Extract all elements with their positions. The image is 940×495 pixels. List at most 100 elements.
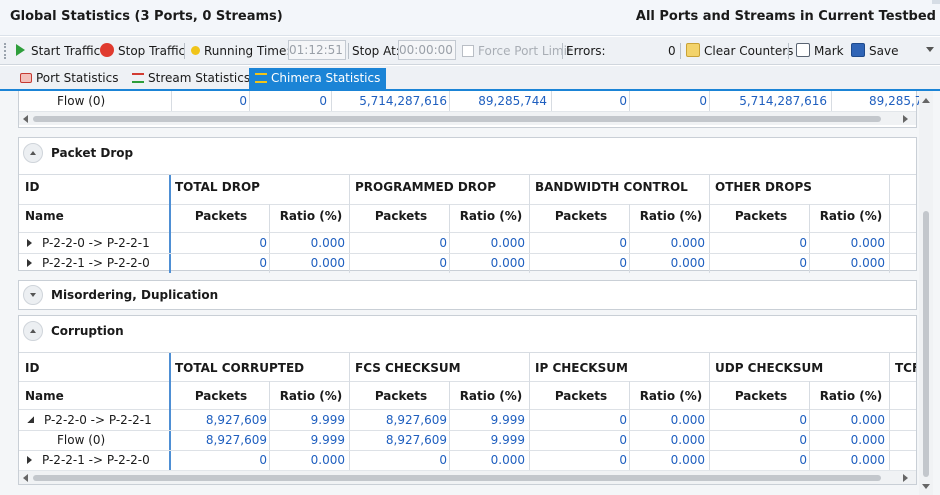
cell: 0 (619, 433, 627, 447)
toolbar: Start Traffic Stop Traffic Running Time:… (0, 37, 940, 65)
group-header: FCS CHECKSUM (355, 361, 461, 375)
group-header: TCF (895, 361, 916, 375)
cell: 0 (799, 413, 807, 427)
save-icon (851, 43, 865, 57)
table-row[interactable]: P-2-2-1 -> P-2-2-0 (27, 253, 150, 273)
packets-header: Packets (734, 209, 788, 223)
tab-bar: Port Statistics Stream Statistics Chimer… (0, 66, 940, 89)
cell: 0.000 (670, 453, 705, 467)
cell: 0 (619, 94, 627, 108)
horizontal-scrollbar[interactable] (19, 470, 916, 484)
cell: 0.000 (490, 236, 525, 250)
misordering-header[interactable]: Misordering, Duplication (19, 281, 916, 309)
stop-traffic-button[interactable]: Stop Traffic (100, 42, 185, 60)
packet-drop-title: Packet Drop (51, 146, 134, 160)
scroll-up-icon[interactable] (922, 98, 930, 103)
tab-chimera-statistics[interactable]: Chimera Statistics (249, 68, 387, 89)
scroll-down-icon[interactable] (922, 484, 930, 489)
content-area: Flow (0) 0 0 5,714,287,616 89,285,744 0 … (0, 91, 940, 495)
cell: 0 (619, 236, 627, 250)
save-button[interactable]: Save (851, 42, 898, 60)
mark-label: Mark (814, 44, 844, 58)
packet-drop-header[interactable]: Packet Drop (19, 138, 916, 168)
table-row[interactable]: P-2-2-1 -> P-2-2-0 (27, 450, 150, 470)
packets-header: Packets (194, 389, 248, 403)
stop-at-field[interactable]: 00:00:00 (398, 40, 456, 60)
cell: 0.000 (850, 453, 885, 467)
cell: 0 (439, 256, 447, 270)
scroll-right-icon[interactable] (903, 115, 908, 123)
expand-button[interactable] (23, 285, 43, 305)
ratio-header: Ratio (%) (279, 389, 343, 403)
cell: 0 (259, 453, 267, 467)
expand-icon[interactable] (27, 259, 32, 267)
packet-drop-table: ID TOTAL DROP PROGRAMMED DROP BANDWIDTH … (19, 174, 916, 273)
packet-drop-section: Packet Drop ID TOTAL DROP PROGRAMMED DRO… (18, 137, 917, 273)
scope-title: All Ports and Streams in Current Testbed (635, 9, 936, 24)
cell: 8,927,609 (205, 413, 267, 427)
window-title: Global Statistics (3 Ports, 0 Streams) (10, 9, 283, 24)
window-border (932, 0, 940, 4)
cell: 0 (239, 94, 247, 108)
start-traffic-button[interactable]: Start Traffic (16, 42, 100, 60)
toolbar-separator (184, 43, 185, 59)
table-row[interactable]: Flow (0) (57, 433, 106, 447)
scrollbar-thumb[interactable] (923, 211, 929, 477)
clear-counters-button[interactable]: Clear Counters (686, 42, 793, 60)
group-header: OTHER DROPS (715, 180, 812, 194)
group-header: TOTAL CORRUPTED (175, 361, 305, 375)
cell: 0.000 (310, 256, 345, 270)
errors-count: 0 (668, 44, 676, 58)
cell: 0 (699, 94, 707, 108)
table-row[interactable]: P-2-2-0 -> P-2-2-1 (27, 233, 150, 253)
ratio-header: Ratio (%) (459, 209, 523, 223)
cell: 5,714,287,616 (739, 94, 827, 108)
save-label: Save (869, 44, 899, 58)
collapse-row-icon[interactable] (27, 416, 34, 423)
stop-icon (100, 43, 114, 57)
toolbar-grip[interactable] (4, 43, 7, 59)
chimera-statistics-icon (255, 73, 267, 83)
cell: 0 (619, 453, 627, 467)
cell: 0 (619, 413, 627, 427)
expand-icon[interactable] (27, 239, 32, 247)
vertical-scrollbar[interactable] (919, 91, 933, 495)
cell: 0.000 (850, 236, 885, 250)
scroll-left-icon[interactable] (23, 474, 28, 482)
running-time-label: Running Time: (204, 44, 291, 58)
force-port-limit-label: Force Port Limit (478, 44, 572, 58)
corruption-header[interactable]: Corruption (19, 316, 916, 346)
toolbar-overflow-icon[interactable] (926, 47, 934, 52)
tab-stream-statistics[interactable]: Stream Statistics (126, 68, 256, 89)
chevron-up-icon (30, 151, 36, 155)
cell: 89,285,7 (869, 94, 923, 108)
cell: 0 (619, 256, 627, 270)
errors-label: Errors: (566, 44, 606, 58)
scroll-left-icon[interactable] (23, 115, 28, 123)
expand-icon[interactable] (27, 456, 32, 464)
tab-label: Stream Statistics (148, 71, 251, 85)
scrollbar-thumb[interactable] (33, 475, 881, 481)
cell: 0.000 (850, 256, 885, 270)
force-port-limit-checkbox[interactable]: Force Port Limit (462, 42, 572, 60)
toolbar-separator (348, 43, 349, 59)
table-row[interactable]: P-2-2-0 -> P-2-2-1 (27, 410, 152, 430)
cell: 0.000 (490, 453, 525, 467)
running-time-field: 01:12:51 (288, 40, 346, 60)
play-icon (16, 44, 25, 56)
port-statistics-icon (20, 73, 32, 83)
ratio-header: Ratio (%) (279, 209, 343, 223)
collapse-button[interactable] (23, 143, 43, 163)
scrollbar-thumb[interactable] (33, 116, 881, 122)
title-bar: Global Statistics (3 Ports, 0 Streams) A… (0, 0, 940, 36)
misordering-title: Misordering, Duplication (51, 288, 219, 302)
tab-port-statistics[interactable]: Port Statistics (14, 68, 124, 89)
collapse-button[interactable] (23, 321, 43, 341)
cell: 0.000 (850, 413, 885, 427)
scroll-right-icon[interactable] (903, 474, 908, 482)
cell: 0.000 (670, 256, 705, 270)
mark-button[interactable]: Mark (796, 42, 844, 60)
group-header: IP CHECKSUM (535, 361, 628, 375)
packets-header: Packets (194, 209, 248, 223)
horizontal-scrollbar[interactable] (19, 111, 916, 125)
